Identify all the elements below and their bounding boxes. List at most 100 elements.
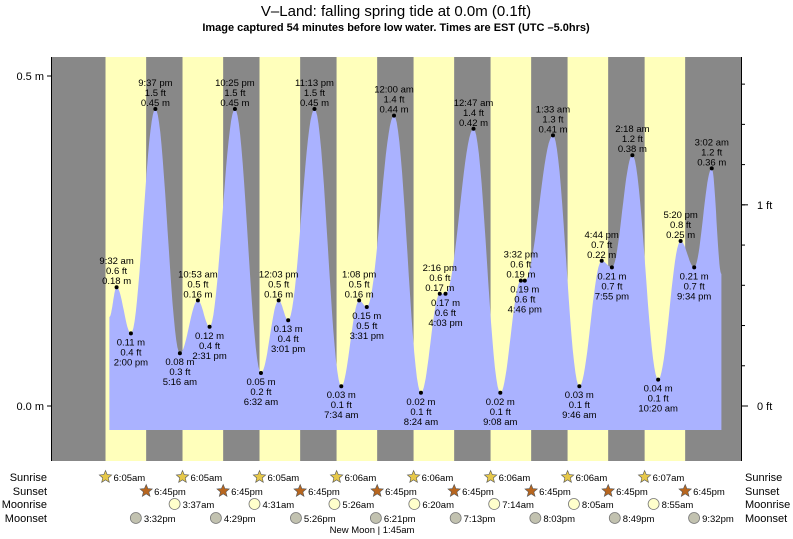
tide-m-label-label: 0.19 m bbox=[510, 285, 539, 296]
tide-ft-label: 0.2 ft bbox=[250, 387, 271, 398]
high-tide-point bbox=[312, 107, 317, 111]
tide-m-label-label: 0.45 m bbox=[300, 98, 329, 109]
sunset-star-icon bbox=[678, 483, 693, 497]
tide-ft-label: 0.1 ft bbox=[410, 407, 431, 418]
sunrise-star-icon bbox=[175, 469, 190, 483]
sunrise-star-icon bbox=[252, 469, 267, 483]
sunrise-star-icon bbox=[637, 469, 652, 483]
tide-m-label-label: 0.21 m bbox=[680, 271, 709, 282]
moonset-row-label-right: Moonset bbox=[745, 513, 787, 525]
tide-m-label-label: 0.16 m bbox=[345, 289, 374, 300]
tide-ft-label: 0.6 ft bbox=[429, 273, 450, 284]
tide-m-label-label: 0.45 m bbox=[141, 98, 170, 109]
tide-time-label: 3:32 pm bbox=[504, 250, 538, 261]
moonrise-time: 7:14am bbox=[502, 500, 534, 511]
tide-time-label: 10:53 am bbox=[178, 269, 218, 280]
tide-m-label-label: 0.18 m bbox=[102, 276, 131, 287]
moonset-time: 4:29pm bbox=[224, 514, 256, 525]
moonrise-icon bbox=[408, 498, 421, 510]
low-tide-point bbox=[207, 324, 212, 329]
moonset-icon bbox=[529, 512, 542, 524]
tide-time-label: 2:31 pm bbox=[192, 351, 226, 362]
tide-m-label-label: 0.11 m bbox=[117, 337, 145, 348]
sunrise-row-label-right: Sunrise bbox=[745, 472, 782, 484]
sunset-time: 6:45pm bbox=[462, 487, 494, 498]
low-tide-point bbox=[577, 384, 582, 389]
moon-phase-label: New Moon | 1:45am bbox=[330, 525, 415, 536]
moonset-time: 5:26pm bbox=[304, 514, 336, 525]
low-tide-point bbox=[286, 318, 291, 323]
tide-time-label: 3:31 pm bbox=[350, 331, 384, 342]
tide-ft-label: 0.1 ft bbox=[331, 400, 352, 411]
low-tide-point bbox=[522, 278, 527, 283]
sunrise-time: 6:07am bbox=[653, 473, 685, 484]
moonrise-time: 8:55am bbox=[662, 500, 694, 511]
moonset-icon bbox=[209, 512, 222, 524]
tide-ft-label: 0.6 ft bbox=[106, 266, 127, 277]
tide-m-label-label: 0.22 m bbox=[587, 250, 616, 261]
tide-m-label-label: 0.42 m bbox=[459, 118, 488, 129]
moonset-icon bbox=[129, 512, 142, 524]
tide-time-label: 2:16 pm bbox=[423, 263, 457, 274]
high-tide-point bbox=[357, 298, 362, 303]
sunset-time: 6:45pm bbox=[693, 487, 725, 498]
tide-time-label: 4:44 pm bbox=[585, 230, 619, 241]
low-tide-point bbox=[692, 265, 697, 270]
tide-time-label: 4:46 pm bbox=[508, 305, 542, 316]
moonrise-row-label-left: Moonrise bbox=[2, 499, 47, 511]
tide-m-label-label: 0.03 m bbox=[327, 390, 356, 401]
tide-m-label-label: 0.41 m bbox=[538, 124, 567, 135]
moonset-row-label-left: Moonset bbox=[5, 513, 47, 525]
tide-ft-label: 1.5 ft bbox=[145, 88, 166, 99]
sunset-time: 6:45pm bbox=[308, 487, 340, 498]
tide-time-label: 7:55 pm bbox=[595, 291, 629, 302]
moonset-icon bbox=[688, 512, 700, 524]
sunset-star-icon bbox=[601, 483, 616, 497]
tide-ft-label: 0.4 ft bbox=[120, 347, 141, 358]
tide-time-label: 2:00 pm bbox=[114, 357, 148, 368]
tide-time-label: 10:20 am bbox=[638, 404, 678, 415]
tide-time-label: 8:24 am bbox=[404, 417, 438, 428]
tide-ft-label: 0.7 ft bbox=[684, 281, 705, 292]
left-tick-label: 0.0 m bbox=[16, 401, 44, 413]
sunset-time: 6:45pm bbox=[231, 487, 263, 498]
sunrise-star-icon bbox=[406, 469, 421, 483]
tide-ft-label: 0.8 ft bbox=[670, 220, 691, 231]
high-tide-point bbox=[678, 239, 683, 243]
tide-time-label: 12:00 am bbox=[374, 85, 414, 96]
high-tide-point bbox=[195, 298, 200, 303]
high-tide-point bbox=[630, 153, 635, 158]
moonset-time: 6:21pm bbox=[384, 514, 416, 525]
high-tide-point bbox=[114, 285, 119, 290]
tide-time-label: 1:08 pm bbox=[342, 269, 376, 280]
moonset-time: 8:03pm bbox=[543, 514, 575, 525]
sunset-star-icon bbox=[293, 483, 308, 497]
sunrise-time: 6:06am bbox=[576, 473, 608, 484]
tide-ft-label: 1.5 ft bbox=[304, 88, 325, 99]
low-tide-point bbox=[656, 377, 661, 382]
tide-ft-label: 1.5 ft bbox=[224, 88, 245, 99]
tide-ft-label: 0.4 ft bbox=[278, 334, 299, 345]
high-tide-point bbox=[437, 291, 442, 296]
high-tide-point bbox=[518, 278, 523, 283]
tide-time-label: 9:32 am bbox=[99, 256, 133, 267]
moonrise-time: 3:37am bbox=[183, 500, 215, 511]
moonrise-icon bbox=[647, 498, 660, 510]
tide-ft-label: 0.7 ft bbox=[591, 240, 612, 251]
low-tide-point bbox=[339, 384, 344, 389]
tide-m-label-label: 0.03 m bbox=[565, 390, 594, 401]
moonrise-icon bbox=[168, 498, 181, 510]
tide-m-label-label: 0.45 m bbox=[220, 98, 249, 109]
moonrise-time: 6:20am bbox=[422, 500, 454, 511]
tide-time-label: 9:08 am bbox=[483, 417, 517, 428]
tide-m-label-label: 0.02 m bbox=[406, 397, 435, 408]
tide-m-label-label: 0.17 m bbox=[431, 298, 460, 309]
tide-time-label: 3:01 pm bbox=[271, 344, 305, 355]
moonset-icon bbox=[369, 512, 382, 524]
tide-m-label-label: 0.16 m bbox=[183, 289, 212, 300]
sunset-time: 6:45pm bbox=[385, 487, 417, 498]
tide-time-label: 10:25 pm bbox=[215, 78, 255, 89]
high-tide-point bbox=[599, 258, 604, 263]
low-tide-point bbox=[258, 371, 263, 375]
right-tick-label: 0 ft bbox=[757, 401, 772, 413]
